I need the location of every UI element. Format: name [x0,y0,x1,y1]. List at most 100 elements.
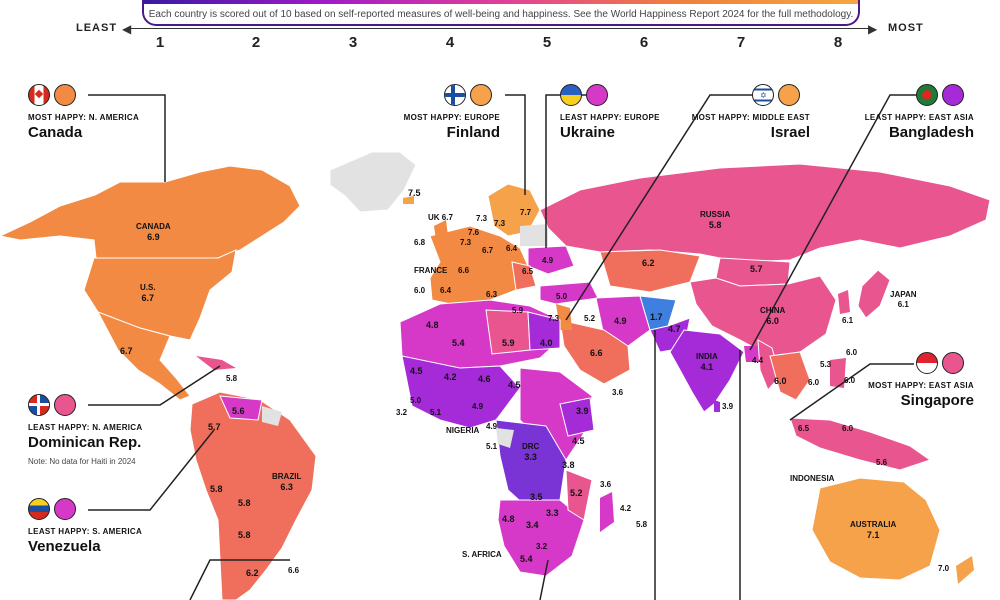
singapore-callout-line [789,363,914,421]
indonesia-shape [789,417,932,471]
label-singapore: 6.5 [798,424,810,433]
bangladesh-callout-line [749,94,918,351]
scale-tick: 8 [833,34,843,51]
scale-least-label: LEAST [76,22,118,34]
venezuela-icons [28,498,76,520]
ukraine-callout: LEAST HAPPY: EUROPE Ukraine [560,113,660,141]
singapore-flag-icon [916,352,938,374]
singapore-icons [916,352,964,374]
label-mali: 4.5 [410,366,423,376]
label-turkey: 5.0 [556,292,568,301]
scale-tick: 1 [155,34,165,51]
haiti-note: Note: No data for Haiti in 2024 [28,457,136,466]
label-indonesia-value: 6.0 [842,424,854,433]
label-brazil: BRAZIL 6.3 [272,472,302,492]
dominican-name: Dominican Rep. [28,434,142,451]
label-israel: 7.3 [548,314,560,323]
israel-flag-icon: ✡ [752,84,774,106]
bangladesh-callout: LEAST HAPPY: EAST ASIA Bangladesh [850,113,974,141]
moz-shape [565,469,593,521]
venezuela-flag-icon [28,498,50,520]
israel-name: Israel [770,124,810,141]
kazakhstan-shape [599,249,701,293]
label-iran: 4.9 [614,316,627,326]
canada-flag-icon [28,84,50,106]
label-uk: UK 6.7 [428,213,453,222]
israel-callout: MOST HAPPY: MIDDLE EAST Israel [690,113,810,141]
sa-callout-line [189,559,290,600]
label-vietnam: 6.0 [808,378,820,387]
label-guinea: 5.1 [430,408,442,417]
grin-face-icon [470,84,492,106]
label-balkans: 6.5 [522,267,534,276]
finland-callout-line [505,94,526,195]
singapore-callout: MOST HAPPY: EAST ASIA Singapore [850,381,974,409]
canada-shape [0,165,301,259]
venezuela-shape [219,395,263,421]
label-algeria: 5.4 [452,338,465,348]
canada-icons [28,84,76,106]
label-australia: AUSTRALIA 7.1 [850,520,897,540]
label-lesotho: 3.2 [536,542,548,551]
scale-tick: 6 [639,34,649,51]
label-philippines: 5.3 [820,360,832,369]
label-jordan: 5.2 [584,314,596,323]
label-botswana: 3.4 [526,520,539,530]
scale-tick: 4 [445,34,455,51]
smile-face-icon [54,84,76,106]
label-png: 5.6 [876,458,888,467]
guiana-shape [262,406,282,426]
label-senegal: 5.0 [410,396,422,405]
mexico-shape [96,311,191,401]
label-netherlands: 7.3 [460,238,472,247]
japan-shape [857,269,891,319]
saudi-shape [559,319,631,385]
russia-shape [539,163,991,263]
label-norway: 7.3 [476,214,488,223]
label-france-value: 6.6 [458,266,470,275]
label-china: CHINA 6.0 [760,306,786,326]
bangladesh-icons [916,84,964,106]
label-sudan: 4.5 [508,380,521,390]
greenland-shape [329,151,417,213]
australia-shape [811,477,941,581]
label-paraguay: 5.8 [238,530,251,540]
label-madagascar: 4.2 [620,504,632,513]
arrow-right-icon: ▶ [868,22,878,36]
venezuela-callout-line [88,429,215,511]
bangladesh-shape [744,346,760,362]
canada-callout: MOST HAPPY: N. AMERICA Canada [28,113,139,141]
bangladesh-name: Bangladesh [888,124,974,141]
label-kazakhstan: 6.2 [642,258,655,268]
israel-caption: MOST HAPPY: MIDDLE EAST [691,113,810,122]
label-zimbabwe: 3.3 [546,508,559,518]
label-russia: RUSSIA 5.8 [700,210,731,230]
turkey-shape [539,281,599,305]
label-myanmar: 6.0 [844,376,856,385]
label-indonesia: INDONESIA [790,474,835,483]
china-shape [689,275,837,357]
label-denmark: 7.6 [468,228,480,237]
label-ireland: 6.8 [414,238,426,247]
dominican-callout: LEAST HAPPY: N. AMERICA Dominican Rep. N… [28,423,142,466]
ukraine-shape [527,245,575,275]
label-egypt: 4.0 [540,338,553,348]
label-india: INDIA 4.1 [696,352,718,372]
canada-caption: MOST HAPPY: N. AMERICA [28,113,140,122]
label-sierra-leone: 3.2 [396,408,408,417]
seasia-shape [769,351,811,401]
label-south-africa-value: 5.4 [520,554,533,564]
label-afghanistan: 1.7 [650,312,663,322]
smile-face-icon [942,352,964,374]
korea-shape [838,290,850,314]
ukraine-icons [560,84,608,106]
ukraine-caption: LEAST HAPPY: EUROPE [560,113,660,122]
label-zambia: 3.5 [530,492,543,502]
singapore-caption: MOST HAPPY: EAST ASIA [868,381,974,390]
singapore-name: Singapore [900,392,974,409]
dominican-caption: LEAST HAPPY: N. AMERICA [28,423,143,432]
label-chile: 6.2 [246,568,259,578]
uk-shape [434,220,448,240]
scale-tick: 3 [348,34,358,51]
